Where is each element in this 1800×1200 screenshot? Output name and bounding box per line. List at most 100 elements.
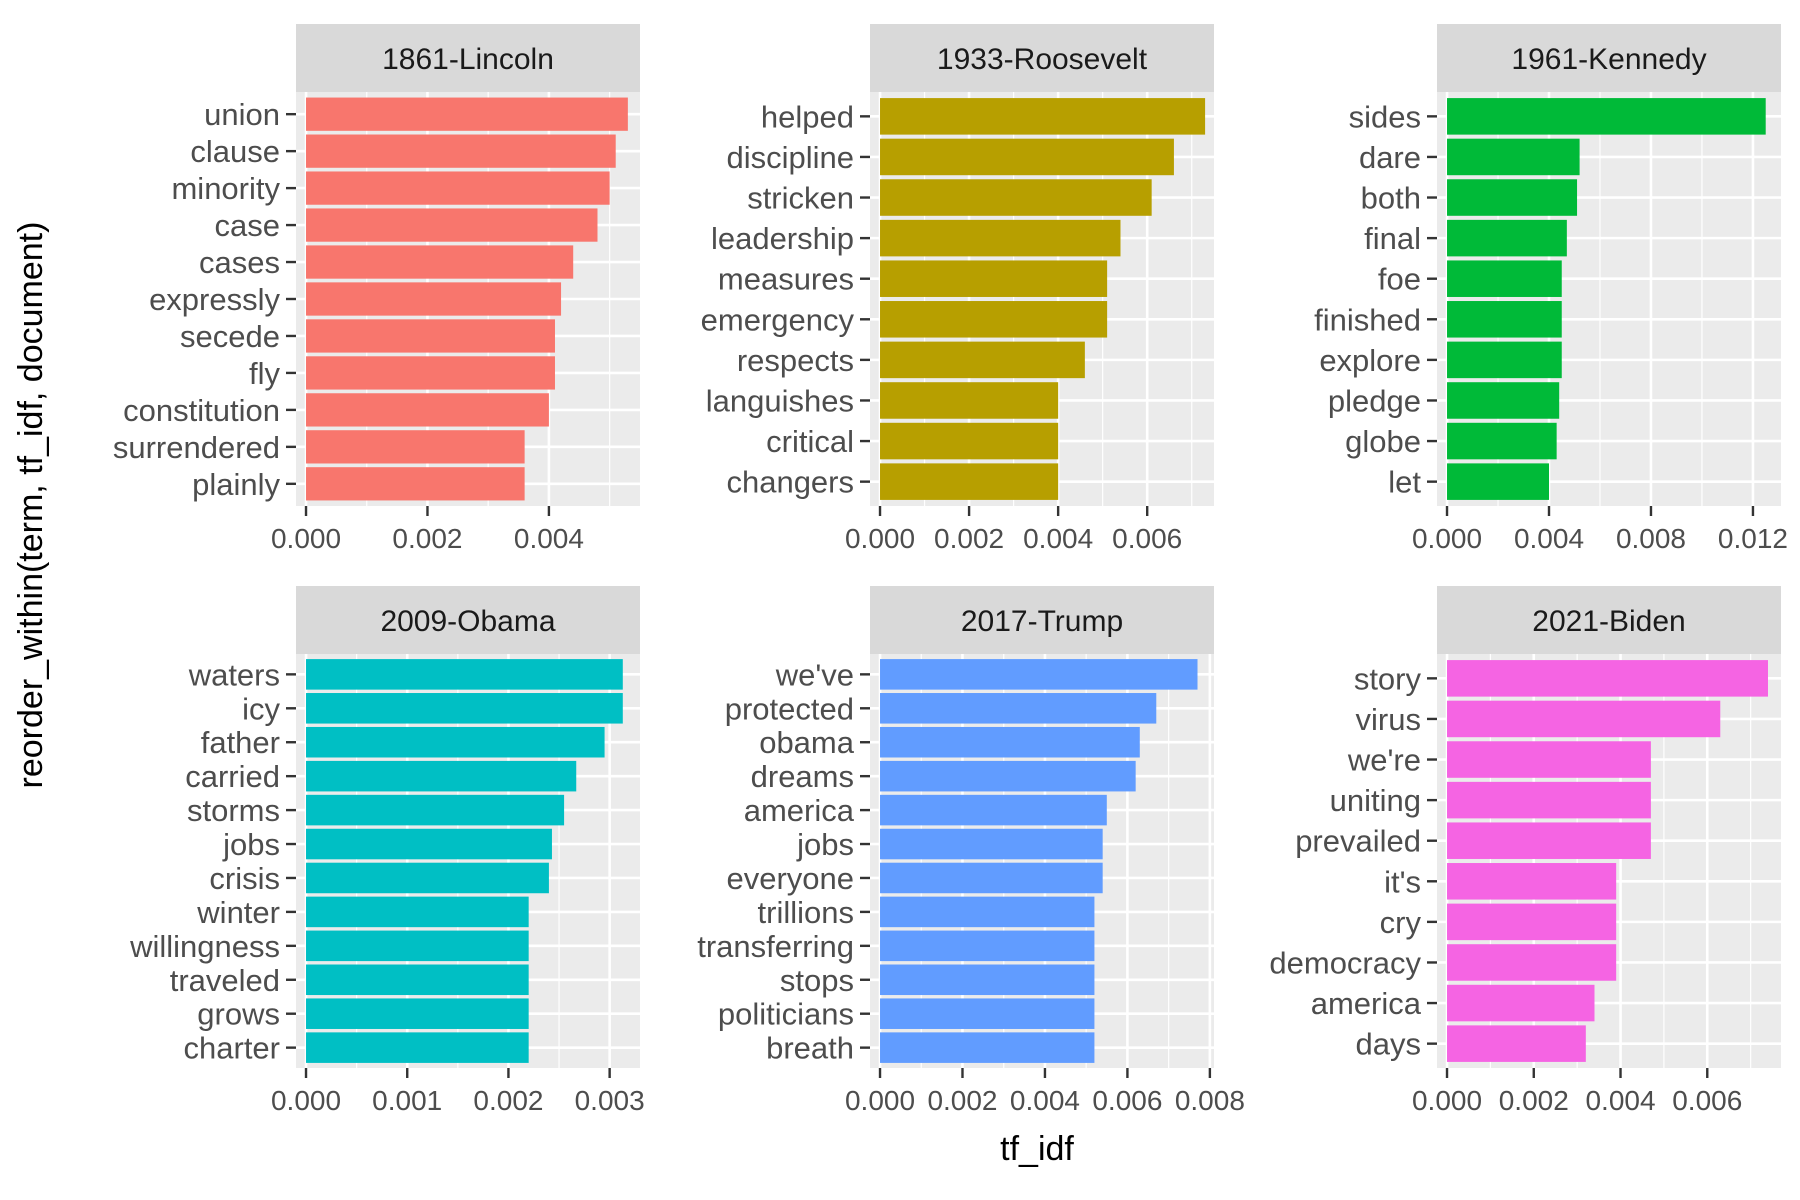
x-tick-label: 0.004: [1023, 523, 1093, 554]
x-axis-label: tf_idf: [1000, 1130, 1074, 1168]
bar: [306, 760, 577, 792]
bar: [306, 245, 574, 279]
bar: [880, 138, 1174, 176]
x-tick-label: 0.004: [514, 523, 584, 554]
bar: [880, 930, 1095, 962]
category-label: storms: [187, 793, 280, 828]
bar: [880, 341, 1085, 379]
category-label: father: [201, 725, 280, 760]
bar: [1447, 1025, 1586, 1062]
bar: [306, 794, 565, 826]
bar: [306, 208, 598, 242]
bar: [1447, 984, 1595, 1022]
category-label: winter: [196, 895, 280, 930]
facet-panel: 1933-Roosevelt helped discipline stricken le…: [701, 24, 1214, 554]
bar: [1447, 219, 1567, 257]
category-label: languishes: [706, 383, 854, 418]
facet-title: 1961-Kennedy: [1511, 43, 1706, 76]
bar: [1447, 903, 1617, 941]
category-label: america: [744, 793, 855, 828]
bar: [1447, 463, 1549, 500]
x-tick-label: 0.006: [1112, 523, 1182, 554]
x-tick-label: 0.002: [934, 523, 1004, 554]
category-label: we're: [1347, 743, 1421, 778]
category-label: let: [1388, 465, 1421, 500]
category-label: cry: [1380, 905, 1422, 940]
category-label: traveled: [170, 963, 280, 998]
category-label: obama: [759, 725, 855, 760]
category-label: fly: [249, 356, 281, 391]
category-label: crisis: [209, 861, 280, 896]
category-label: uniting: [1330, 783, 1421, 818]
category-label: we've: [775, 657, 854, 692]
facet-title: 1861-Lincoln: [382, 43, 554, 76]
category-label: constitution: [123, 393, 280, 428]
category-label: breath: [766, 1031, 854, 1066]
facet-strip: [296, 24, 640, 92]
bar: [880, 964, 1095, 996]
bar: [306, 1032, 529, 1063]
category-label: union: [204, 97, 280, 132]
bar: [880, 98, 1206, 135]
bar: [1447, 660, 1768, 697]
category-label: finished: [1314, 302, 1421, 337]
x-tick-label: 0.002: [1499, 1085, 1569, 1116]
category-label: trillions: [758, 895, 854, 930]
category-label: dare: [1359, 140, 1421, 175]
x-tick-label: 0.004: [1585, 1085, 1655, 1116]
category-label: stops: [780, 963, 854, 998]
bar: [306, 828, 552, 860]
bar: [880, 1032, 1095, 1063]
bar: [880, 760, 1136, 792]
bar: [306, 134, 616, 168]
category-label: protected: [725, 691, 854, 726]
category-label: it's: [1384, 864, 1421, 899]
bar: [1447, 741, 1651, 778]
bar: [880, 794, 1107, 826]
facet-strip: [1437, 24, 1781, 92]
category-label: icy: [242, 691, 280, 726]
bar: [880, 659, 1198, 690]
x-tick-label: 0.000: [845, 1085, 915, 1116]
x-tick-label: 0.002: [473, 1085, 543, 1116]
facet-strip: [870, 24, 1214, 92]
category-label: plainly: [192, 467, 280, 502]
category-label: expressly: [149, 282, 280, 317]
category-label: minority: [171, 171, 280, 206]
category-label: willingness: [129, 929, 280, 964]
bar: [880, 998, 1095, 1029]
x-tick-label: 0.008: [1175, 1085, 1245, 1116]
bar: [1447, 179, 1578, 216]
facet-panel: 1861-Lincoln unionclauseminoritycasecases…: [113, 24, 640, 554]
category-label: pledge: [1328, 383, 1421, 418]
x-tick-label: 0.002: [927, 1085, 997, 1116]
category-label: case: [215, 208, 280, 243]
x-tick-label: 0.012: [1718, 523, 1788, 554]
bar: [306, 896, 529, 928]
bar: [306, 862, 549, 894]
x-tick-label: 0.000: [1412, 523, 1482, 554]
bar: [1447, 944, 1617, 981]
category-label: story: [1354, 661, 1422, 696]
bar: [1447, 863, 1617, 900]
x-tick-label: 0.004: [1514, 523, 1584, 554]
bar: [880, 463, 1059, 500]
x-tick-label: 0.000: [845, 523, 915, 554]
bar: [1447, 700, 1721, 738]
bar: [1447, 98, 1766, 135]
category-label: sides: [1349, 99, 1421, 134]
category-label: cases: [199, 245, 280, 280]
bar: [880, 862, 1103, 894]
category-label: politicians: [718, 997, 854, 1032]
x-tick-label: 0.000: [271, 523, 341, 554]
bar: [1447, 341, 1562, 379]
x-tick-label: 0.006: [1672, 1085, 1742, 1116]
facet-strip: [296, 586, 640, 654]
facet-panel: 2017-Trump we'veprotectedobamadreamsameri…: [697, 586, 1245, 1116]
category-label: america: [1311, 986, 1422, 1021]
category-label: carried: [185, 759, 280, 794]
category-label: final: [1364, 221, 1421, 256]
bar: [880, 726, 1140, 758]
x-tick-label: 0.000: [1412, 1085, 1482, 1116]
bar: [306, 964, 529, 996]
